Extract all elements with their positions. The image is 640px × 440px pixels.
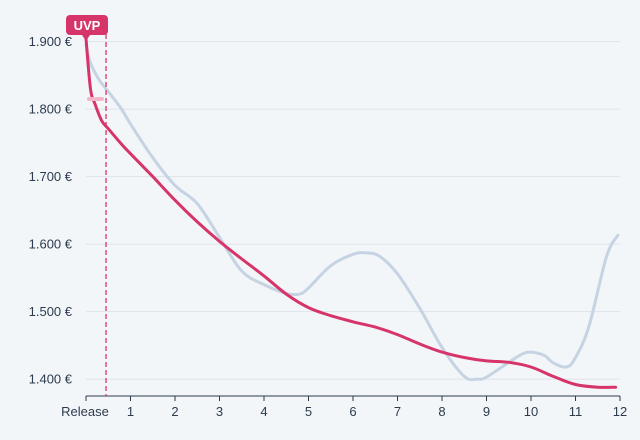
x-tick-label: 10 <box>524 404 538 419</box>
x-tick-label: 4 <box>260 404 267 419</box>
x-tick-label: 1 <box>127 404 134 419</box>
x-tick-label: 8 <box>438 404 445 419</box>
x-tick-label: 11 <box>569 404 583 419</box>
y-tick-label: 1.400 € <box>29 372 73 387</box>
x-tick-label: Release <box>61 404 109 419</box>
x-tick-label: 12 <box>613 404 627 419</box>
x-tick-label: 6 <box>349 404 356 419</box>
series-line-secondary <box>84 42 620 382</box>
x-tick-label: 3 <box>216 404 223 419</box>
x-tick-label: 5 <box>305 404 312 419</box>
x-tick-label: 9 <box>483 404 490 419</box>
uvp-badge <box>66 15 108 35</box>
x-tick-label: 2 <box>171 404 178 419</box>
y-tick-label: 1.600 € <box>29 237 73 252</box>
uvp-badge-pointer <box>82 35 90 41</box>
y-tick-label: 1.800 € <box>29 102 73 117</box>
y-tick-label: 1.500 € <box>29 304 73 319</box>
uvp-badge-label: UVP <box>74 18 101 33</box>
y-tick-label: 1.700 € <box>29 169 73 184</box>
series-line-primary <box>84 36 618 389</box>
x-tick-label: 7 <box>394 404 401 419</box>
y-tick-label: 1.900 € <box>29 34 73 49</box>
